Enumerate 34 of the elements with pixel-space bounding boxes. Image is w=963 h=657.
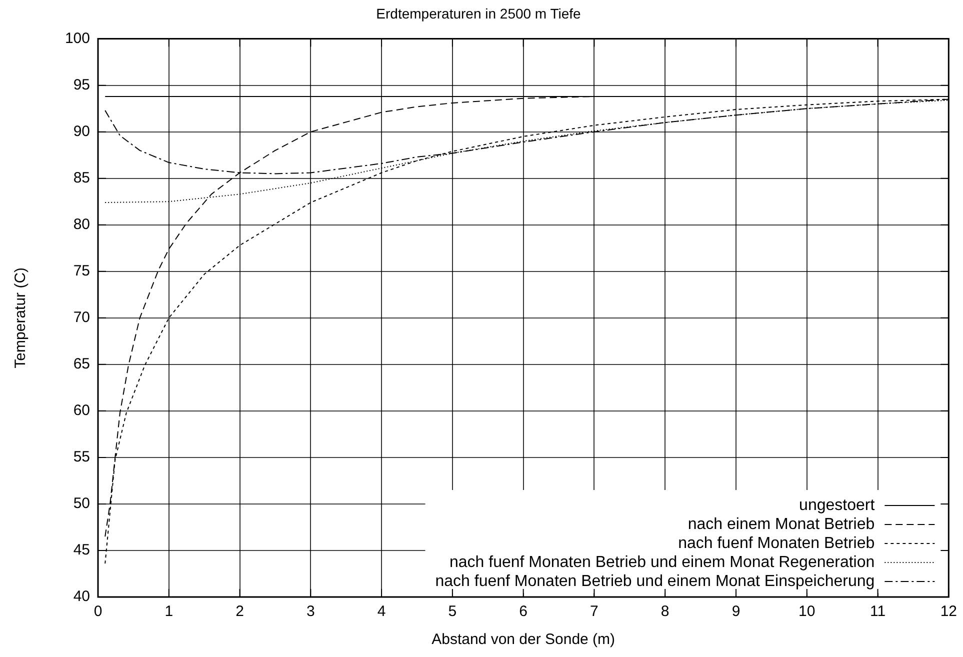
x-tick-label: 4	[377, 603, 386, 620]
y-tick-label: 80	[73, 216, 90, 234]
legend-label: nach fuenf Monaten Betrieb	[678, 534, 875, 552]
x-tick-label: 12	[940, 603, 957, 620]
y-tick-label: 90	[73, 122, 90, 140]
legend-label: nach einem Monat Betrieb	[688, 516, 875, 533]
y-tick-label: 55	[73, 448, 90, 466]
x-tick-label: 8	[660, 603, 670, 620]
y-axis-title: Temperatur (C)	[12, 267, 30, 368]
legend-label: nach fuenf Monaten Betrieb und einem Monat Regeneration	[449, 554, 875, 571]
y-tick-label: 65	[73, 356, 90, 373]
y-tick-label: 45	[73, 542, 90, 559]
y-tick-label: 75	[73, 262, 90, 280]
y-tick-label: 60	[73, 402, 90, 420]
y-tick-label: 50	[73, 495, 90, 512]
y-tick-label: 70	[73, 309, 90, 326]
x-tick-label: 5	[448, 603, 457, 620]
y-tick-label: 40	[73, 588, 90, 606]
chart-title: Erdtemperaturen in 2500 m Tiefe	[376, 5, 582, 22]
y-tick-label: 85	[73, 169, 90, 186]
legend-label: ungestoert	[799, 496, 876, 514]
x-tick-label: 6	[519, 603, 528, 620]
x-tick-label: 9	[732, 603, 740, 620]
x-tick-label: 10	[798, 603, 816, 620]
y-tick-label: 95	[73, 76, 90, 94]
x-tick-label: 3	[306, 603, 315, 620]
x-axis-title: Abstand von der Sonde (m)	[432, 631, 616, 648]
x-tick-label: 7	[590, 603, 598, 620]
x-tick-label: 1	[164, 603, 174, 620]
x-tick-label: 2	[236, 603, 244, 620]
y-tick-label: 100	[64, 30, 90, 47]
x-tick-label: 0	[94, 603, 102, 620]
x-tick-label: 11	[870, 603, 886, 620]
legend-label: nach fuenf Monaten Betrieb und einem Monat Einspeicherung	[435, 572, 875, 590]
